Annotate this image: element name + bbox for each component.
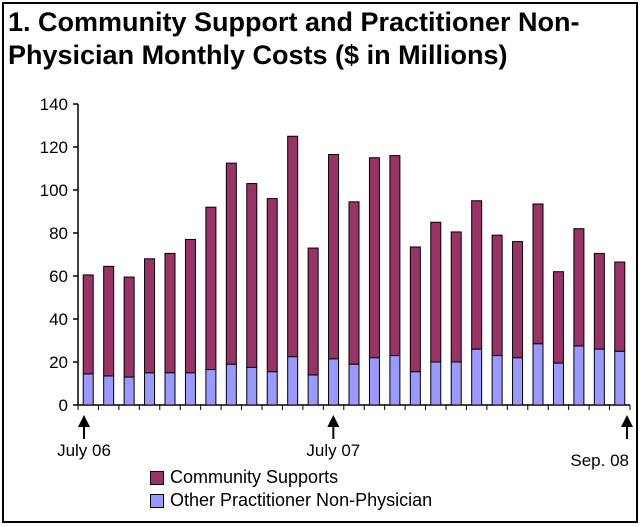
x-annotation-label-1: July 07	[306, 441, 360, 460]
chart-title-line-2: Physician Monthly Costs ($ in Millions)	[8, 40, 508, 70]
bar-other-practitioner-non-physician-15	[389, 355, 401, 406]
bar-other-practitioner-non-physician-23	[552, 362, 564, 406]
x-annotation-arrow-head-1	[327, 415, 340, 427]
chart-title: 1. Community Support and Practitioner No…	[8, 6, 638, 72]
bar-other-practitioner-non-physician-5	[184, 372, 196, 406]
bar-community-supports-9	[266, 198, 278, 373]
bar-community-supports-13	[348, 201, 360, 365]
legend: Community Supports Other Practitioner No…	[150, 466, 432, 512]
y-tick-label-100: 100	[40, 181, 68, 200]
bar-community-supports-12	[328, 154, 340, 360]
legend-swatch-other-practitioner	[150, 493, 164, 508]
bar-other-practitioner-non-physician-14	[368, 357, 380, 406]
bar-other-practitioner-non-physician-12	[328, 358, 340, 406]
bar-other-practitioner-non-physician-21	[512, 357, 524, 406]
bar-community-supports-24	[573, 228, 585, 347]
bar-community-supports-25	[593, 252, 605, 350]
bar-other-practitioner-non-physician-25	[593, 348, 605, 406]
y-tick-label-120: 120	[40, 138, 68, 157]
bar-other-practitioner-non-physician-0	[82, 373, 94, 406]
bar-community-supports-19	[471, 200, 483, 350]
bar-community-supports-5	[184, 238, 196, 374]
legend-item-other-practitioner: Other Practitioner Non-Physician	[150, 489, 432, 512]
y-tick-label-60: 60	[49, 267, 68, 286]
bar-other-practitioner-non-physician-18	[450, 361, 462, 406]
legend-label-other-practitioner: Other Practitioner Non-Physician	[170, 490, 433, 510]
bar-community-supports-16	[409, 246, 421, 373]
bar-community-supports-17	[430, 221, 442, 363]
bar-other-practitioner-non-physician-13	[348, 363, 360, 406]
bar-community-supports-11	[307, 247, 319, 376]
bar-community-supports-21	[512, 241, 524, 359]
bar-other-practitioner-non-physician-8	[246, 366, 258, 406]
bar-community-supports-7	[225, 162, 237, 365]
bar-community-supports-20	[491, 234, 503, 357]
y-tick-label-20: 20	[49, 353, 68, 372]
bar-community-supports-0	[82, 274, 94, 375]
x-annotation-label-2: Sep. 08	[570, 451, 629, 470]
bar-community-supports-1	[103, 265, 115, 377]
bar-other-practitioner-non-physician-2	[123, 376, 135, 406]
bar-other-practitioner-non-physician-7	[225, 363, 237, 406]
bar-community-supports-23	[552, 271, 564, 364]
bar-other-practitioner-non-physician-3	[144, 372, 156, 406]
y-tick-label-80: 80	[49, 224, 68, 243]
bar-other-practitioner-non-physician-19	[471, 348, 483, 406]
bar-community-supports-10	[287, 135, 299, 358]
bar-other-practitioner-non-physician-11	[307, 374, 319, 406]
bar-other-practitioner-non-physician-17	[430, 361, 442, 406]
chart-title-line-1: 1. Community Support and Practitioner No…	[8, 7, 580, 37]
bar-community-supports-18	[450, 231, 462, 363]
bar-other-practitioner-non-physician-1	[103, 375, 115, 406]
chart-frame	[2, 2, 638, 523]
bar-community-supports-4	[164, 252, 176, 374]
bar-community-supports-3	[144, 258, 156, 374]
bar-other-practitioner-non-physician-4	[164, 372, 176, 406]
y-tick-label-40: 40	[49, 310, 68, 329]
bar-other-practitioner-non-physician-9	[266, 371, 278, 406]
bar-other-practitioner-non-physician-10	[287, 356, 299, 406]
bar-other-practitioner-non-physician-26	[614, 350, 626, 406]
y-tick-label-140: 140	[40, 95, 68, 114]
x-annotation-arrow-head-0	[78, 415, 90, 427]
legend-item-community-supports: Community Supports	[150, 466, 432, 489]
bar-community-supports-22	[532, 203, 544, 345]
bar-other-practitioner-non-physician-24	[573, 345, 585, 406]
bar-community-supports-15	[389, 155, 401, 357]
legend-label-community-supports: Community Supports	[170, 467, 339, 487]
bar-community-supports-8	[246, 183, 258, 368]
bar-other-practitioner-non-physician-16	[409, 371, 421, 406]
y-tick-label-0: 0	[59, 396, 68, 415]
bar-community-supports-2	[123, 276, 135, 378]
bar-other-practitioner-non-physician-6	[205, 369, 217, 406]
bar-community-supports-6	[205, 206, 217, 371]
bar-community-supports-26	[614, 261, 626, 352]
legend-swatch-community-supports	[150, 470, 164, 485]
x-annotation-label-0: July 06	[57, 441, 111, 460]
bar-other-practitioner-non-physician-20	[491, 355, 503, 406]
bar-other-practitioner-non-physician-22	[532, 343, 544, 406]
x-annotation-arrow-head-2	[621, 415, 633, 427]
bar-community-supports-14	[368, 157, 380, 359]
